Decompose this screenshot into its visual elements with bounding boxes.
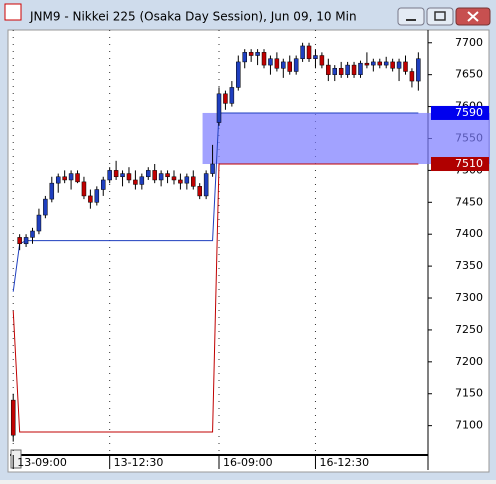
candle-body — [416, 58, 421, 82]
candle-body — [345, 64, 350, 75]
candle-body — [68, 173, 74, 181]
candle-body — [197, 186, 202, 197]
y-tick-label: 7300 — [455, 291, 483, 304]
x-tick-label: 13-09:00 — [17, 456, 67, 469]
candle-body — [338, 68, 344, 75]
candle-body — [88, 195, 93, 203]
maximize-glyph — [434, 11, 446, 21]
candle-body — [146, 170, 151, 178]
window-title: JNM9 - Nikkei 225 (Osaka Day Session), J… — [29, 10, 357, 24]
candle-body — [300, 45, 305, 59]
maximize-button[interactable] — [426, 7, 454, 26]
candle-body — [120, 173, 125, 178]
candle-body — [306, 45, 312, 59]
candle-body — [191, 176, 196, 187]
candle-body — [223, 93, 228, 104]
level-line — [12, 163, 419, 433]
candle-body — [133, 179, 138, 185]
candle-body — [107, 170, 112, 181]
candle-body — [319, 55, 325, 66]
candle-body — [81, 181, 87, 197]
y-tick-label: 7100 — [455, 419, 483, 432]
candle-body — [364, 62, 370, 66]
candle-body — [152, 170, 157, 181]
candle-body — [171, 176, 177, 181]
candle-body — [184, 176, 190, 184]
x-tick-label: 16-09:00 — [223, 456, 273, 469]
y-tick-label: 7400 — [455, 227, 483, 240]
y-tick-label: 7650 — [455, 68, 483, 81]
candle-body — [242, 52, 247, 63]
candle-body — [268, 58, 273, 66]
candle-body — [178, 179, 183, 184]
x-tick-label: 16-12:30 — [319, 456, 369, 469]
chart-area — [7, 29, 490, 473]
candle-body — [62, 176, 67, 181]
candle-body — [10, 399, 16, 436]
candle-body — [229, 87, 235, 104]
candle-body — [30, 230, 35, 238]
candle-body — [287, 61, 292, 72]
candle-body — [293, 58, 299, 72]
candle-body — [281, 61, 286, 69]
candle-body — [383, 61, 389, 66]
candle-body — [313, 55, 318, 59]
candle-body — [49, 182, 55, 200]
candle-body — [216, 93, 222, 123]
candle-body — [409, 71, 415, 82]
price-label-bg — [431, 105, 489, 120]
candle-body — [36, 214, 42, 232]
candle-body — [55, 176, 61, 184]
y-tick-label: 7250 — [455, 323, 483, 336]
y-tick-label: 7450 — [455, 195, 483, 208]
candle-body — [274, 58, 280, 69]
candle-body — [371, 61, 376, 66]
candle-body — [94, 189, 100, 203]
candle-body — [236, 61, 241, 88]
price-label-bg — [431, 157, 489, 172]
price-band — [202, 112, 491, 165]
scroll-thumb[interactable] — [10, 449, 22, 469]
candle-body — [377, 61, 383, 66]
y-tick-label: 7150 — [455, 387, 483, 400]
candle-body — [255, 52, 260, 56]
candle-body — [139, 176, 145, 185]
y-tick-label: 7200 — [455, 355, 483, 368]
candle-body — [17, 237, 22, 245]
minimize-button[interactable] — [397, 7, 425, 26]
window-icon — [4, 3, 22, 21]
y-tick-label: 7700 — [455, 36, 483, 49]
candle-body — [165, 173, 170, 178]
candle-body — [203, 173, 209, 197]
candle-body — [332, 68, 338, 75]
candle-body — [326, 64, 331, 75]
candle-body — [403, 61, 408, 72]
candle-body — [75, 173, 80, 183]
y-tick-label: 7350 — [455, 259, 483, 272]
candle-body — [351, 64, 357, 75]
x-tick-label: 13-12:30 — [114, 456, 164, 469]
price-label: 7510 — [455, 157, 483, 170]
candle-body — [261, 52, 267, 66]
candle-body — [396, 61, 402, 69]
candle-body — [43, 198, 48, 216]
candle-body — [358, 62, 363, 75]
level-line — [12, 112, 419, 292]
candle-body — [23, 237, 29, 245]
candle-body — [113, 170, 119, 178]
close-glyph — [467, 11, 479, 22]
candle-body — [248, 52, 254, 56]
price-label: 7590 — [455, 106, 483, 119]
candle-body — [210, 163, 215, 174]
candle-body — [390, 61, 395, 69]
candle-body — [158, 173, 164, 181]
candle-body — [100, 179, 106, 190]
candle-body — [126, 173, 132, 181]
